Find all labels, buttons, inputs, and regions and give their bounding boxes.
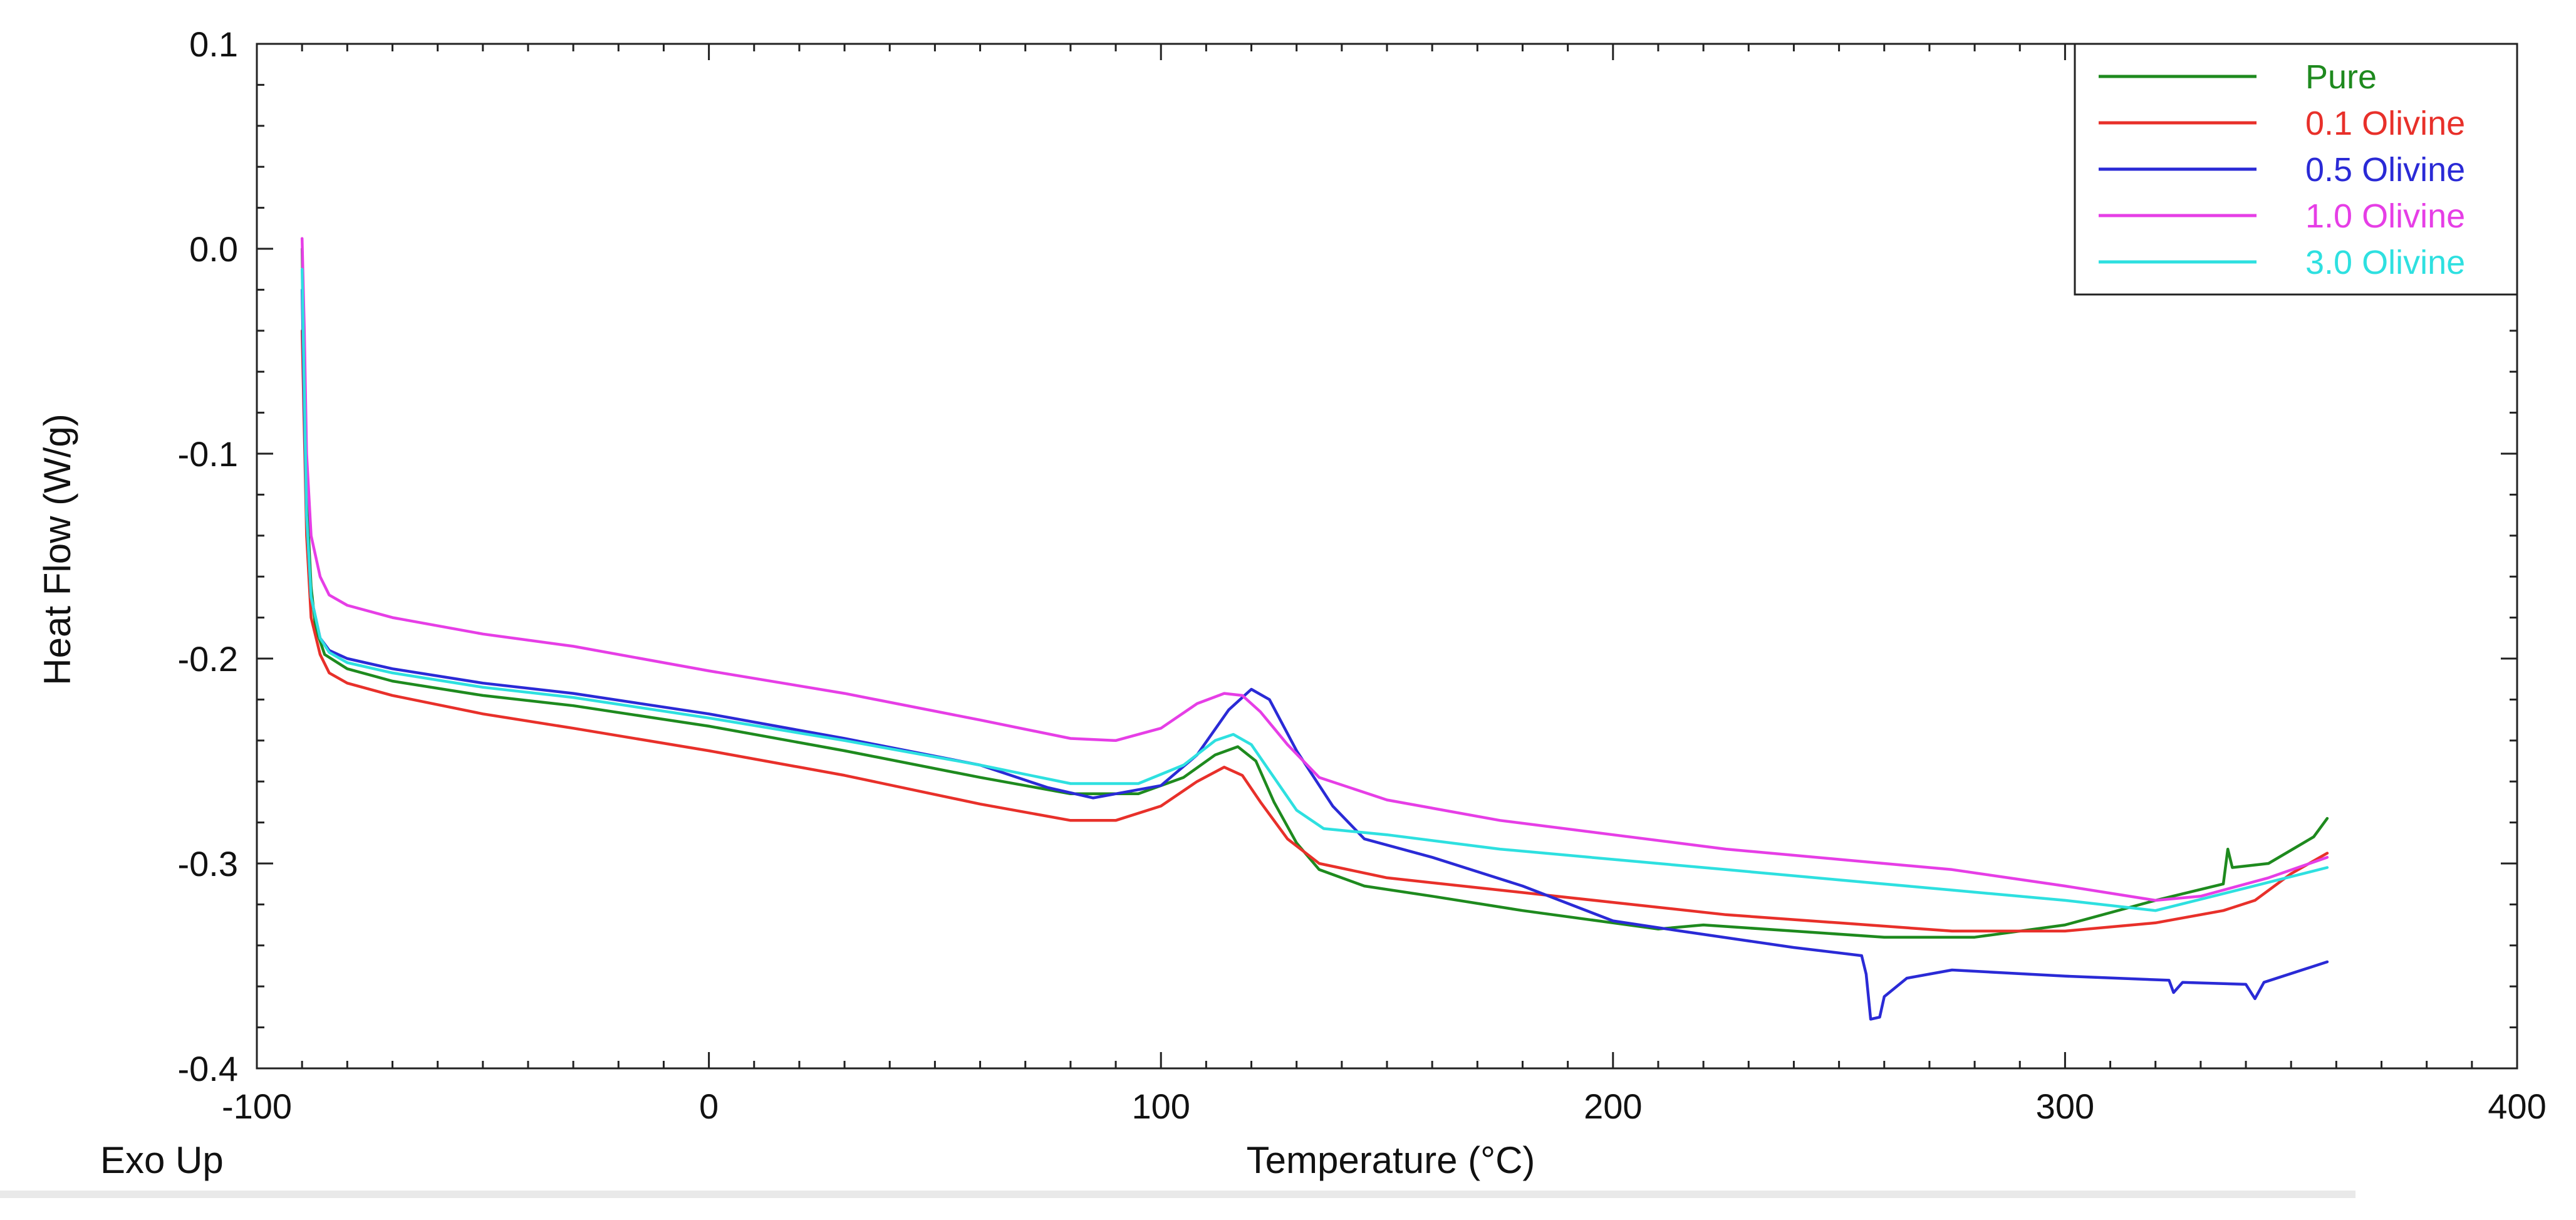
x-tick-label: 100 <box>1131 1087 1190 1126</box>
x-tick-label: 0 <box>699 1087 719 1126</box>
x-axis-title: Temperature (°C) <box>1247 1139 1535 1181</box>
y-tick-label: 0.1 <box>189 24 238 64</box>
y-axis-title: Heat Flow (W/g) <box>36 414 78 685</box>
series-line-3-0-olivine <box>300 268 2329 912</box>
legend-label: 1.0 Olivine <box>2305 197 2465 235</box>
x-tick-label: 400 <box>2488 1087 2546 1126</box>
x-tick-label: 300 <box>2036 1087 2094 1126</box>
legend-label: Pure <box>2305 58 2377 96</box>
bottom-scroll-strip <box>0 1191 2355 1198</box>
series-line-1-0-olivine <box>300 237 2329 902</box>
y-tick-label: -0.2 <box>178 639 239 679</box>
legend-label: 0.5 Olivine <box>2305 151 2465 189</box>
series-line-0-5-olivine <box>300 288 2329 1021</box>
legend-label: 3.0 Olivine <box>2305 244 2465 281</box>
series-line-0-1-olivine <box>300 329 2329 933</box>
axes-layer: -100 0 100 200 300 400 0.1 0.0 -0.1 -0.2 -0.3 -0.4 <box>178 24 2547 1126</box>
legend: Pure 0.1 Olivine 0.5 Olivine 1.0 Olivine 3.0… <box>2074 43 2518 296</box>
y-tick-label: 0.0 <box>189 229 238 269</box>
y-tick-label: -0.4 <box>178 1049 239 1088</box>
y-tick-label: -0.3 <box>178 844 239 884</box>
x-tick-label: -100 <box>222 1087 292 1126</box>
series-layer <box>300 237 2329 1021</box>
exo-up-note: Exo Up <box>100 1139 224 1181</box>
y-tick-label: -0.1 <box>178 434 239 474</box>
legend-label: 0.1 Olivine <box>2305 105 2465 142</box>
x-tick-label: 200 <box>1584 1087 1642 1126</box>
